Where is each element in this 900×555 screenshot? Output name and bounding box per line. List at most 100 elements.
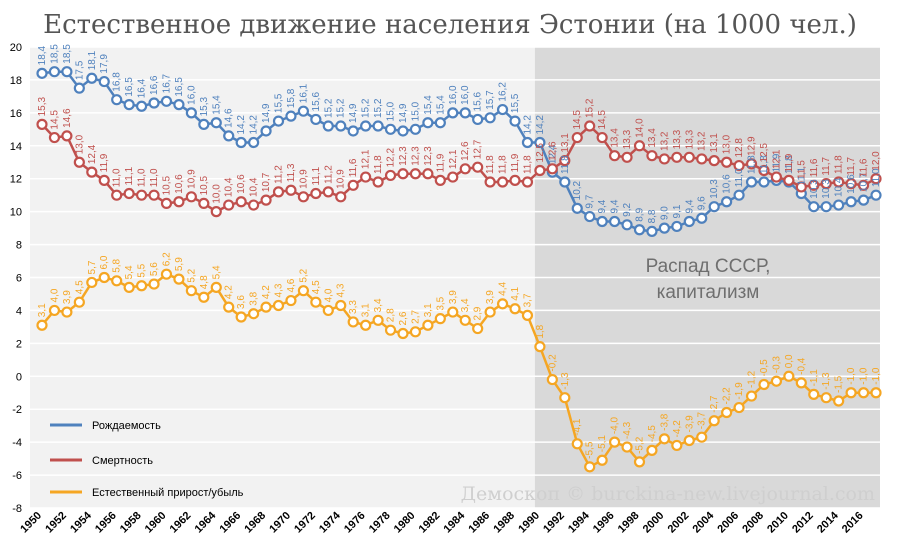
data-point-deaths: [335, 191, 347, 203]
data-label-births: 18,5: [49, 44, 60, 64]
data-point-births: [696, 212, 708, 224]
data-label-natural-change: -3,7: [697, 412, 708, 430]
data-label-natural-change: 3,9: [62, 290, 73, 304]
data-label-natural-change: 5,9: [174, 257, 185, 271]
data-point-natural-change: [434, 313, 446, 325]
data-label-deaths: 11,6: [348, 158, 359, 177]
data-label-natural-change: 5,7: [87, 260, 98, 274]
data-point-natural-change: [322, 304, 334, 317]
legend: Рождаемость Смертность Естественный прир…: [50, 420, 244, 499]
data-point-births: [310, 113, 322, 126]
data-label-deaths: 10,9: [298, 169, 309, 189]
data-point-births: [185, 107, 197, 119]
data-label-deaths: 12,3: [398, 146, 409, 166]
data-point-deaths: [160, 197, 173, 210]
data-label-natural-change: -5,5: [585, 441, 596, 459]
data-point-deaths: [496, 176, 509, 188]
data-point-births: [248, 136, 260, 149]
data-point-deaths: [422, 168, 434, 180]
data-point-deaths: [833, 176, 845, 188]
data-point-deaths: [546, 163, 558, 175]
x-tick-label: 2012: [790, 510, 816, 536]
data-label-deaths: 12,5: [535, 143, 546, 163]
data-label-natural-change: 6,2: [161, 252, 172, 266]
data-point-deaths: [148, 189, 160, 201]
data-label-natural-change: -1,5: [834, 375, 845, 393]
data-point-births: [447, 107, 459, 119]
data-point-deaths: [745, 158, 758, 170]
data-point-deaths: [820, 178, 832, 190]
data-point-natural-change: [733, 401, 745, 414]
y-tick-label: -8: [12, 503, 22, 515]
data-point-deaths: [621, 151, 633, 163]
data-label-deaths: 13,4: [610, 128, 621, 148]
data-point-births: [621, 219, 633, 231]
data-point-deaths: [123, 187, 135, 200]
data-point-deaths: [472, 161, 484, 173]
data-label-natural-change: -1,0: [846, 367, 857, 385]
data-label-natural-change: 3,3: [348, 300, 359, 314]
data-point-births: [297, 105, 310, 117]
data-point-births: [584, 210, 596, 223]
data-label-births: 9,1: [672, 204, 683, 218]
data-label-deaths: 13,0: [722, 134, 733, 154]
data-point-natural-change: [198, 291, 210, 303]
data-point-births: [198, 118, 210, 130]
data-point-deaths: [111, 189, 123, 201]
data-point-natural-change: [496, 298, 509, 310]
data-point-natural-change: [86, 276, 98, 289]
data-label-births: 10,4: [834, 177, 845, 197]
data-point-natural-change: [272, 299, 285, 312]
data-point-births: [721, 196, 733, 208]
x-tick-label: 2008: [740, 510, 766, 536]
data-point-deaths: [409, 168, 422, 180]
legend-label-births: Рождаемость: [92, 420, 161, 432]
data-label-deaths: 11,7: [821, 156, 832, 175]
data-point-natural-change: [335, 299, 347, 312]
y-tick-label: -6: [12, 470, 22, 482]
y-tick-label: 10: [10, 207, 22, 219]
data-label-deaths: 11,9: [784, 153, 795, 172]
collapse-annotation-line1: Распад СССР,: [646, 256, 771, 277]
data-label-deaths: 11,5: [796, 160, 807, 179]
data-label-births: 15,2: [336, 98, 347, 118]
x-tick-label: 2000: [641, 510, 667, 536]
data-label-natural-change: -2,2: [722, 387, 733, 405]
data-point-natural-change: [484, 306, 496, 318]
data-point-births: [148, 97, 160, 109]
data-label-births: 16,8: [112, 72, 123, 92]
data-label-births: 11,8: [784, 155, 795, 174]
x-tick-label: 1962: [168, 510, 194, 536]
data-label-births: 9,7: [585, 194, 596, 208]
data-label-deaths: 15,3: [37, 96, 48, 116]
data-label-natural-change: -1,9: [734, 382, 745, 400]
data-point-deaths: [671, 151, 683, 163]
data-label-births: 16,7: [161, 73, 172, 93]
data-point-births: [459, 107, 471, 119]
data-point-births: [534, 136, 546, 149]
chart-title: Естественное движение населения Эстонии …: [43, 10, 857, 40]
data-label-natural-change: 5,2: [186, 268, 197, 282]
data-label-births: 15,4: [211, 95, 222, 115]
data-point-births: [73, 82, 85, 94]
data-point-births: [870, 189, 882, 201]
data-point-natural-change: [633, 456, 646, 468]
data-point-natural-change: [621, 441, 633, 453]
data-point-natural-change: [472, 322, 484, 335]
data-label-births: 16,5: [174, 77, 185, 97]
data-label-deaths: 14,0: [634, 118, 645, 138]
data-point-births: [111, 94, 123, 106]
data-label-births: 10,3: [809, 179, 820, 199]
data-point-births: [521, 136, 534, 149]
data-label-natural-change: 3,8: [249, 291, 260, 305]
data-point-natural-change: [683, 434, 695, 447]
data-label-births: 9,0: [659, 206, 670, 220]
x-tick-label: 1950: [18, 510, 44, 536]
data-label-deaths: 13,2: [659, 131, 670, 151]
data-point-natural-change: [783, 370, 795, 382]
data-point-deaths: [708, 155, 720, 167]
x-tick-label: 1972: [292, 510, 318, 536]
data-point-deaths: [559, 155, 571, 167]
data-label-natural-change: -0,4: [796, 357, 807, 375]
data-point-births: [434, 117, 446, 129]
